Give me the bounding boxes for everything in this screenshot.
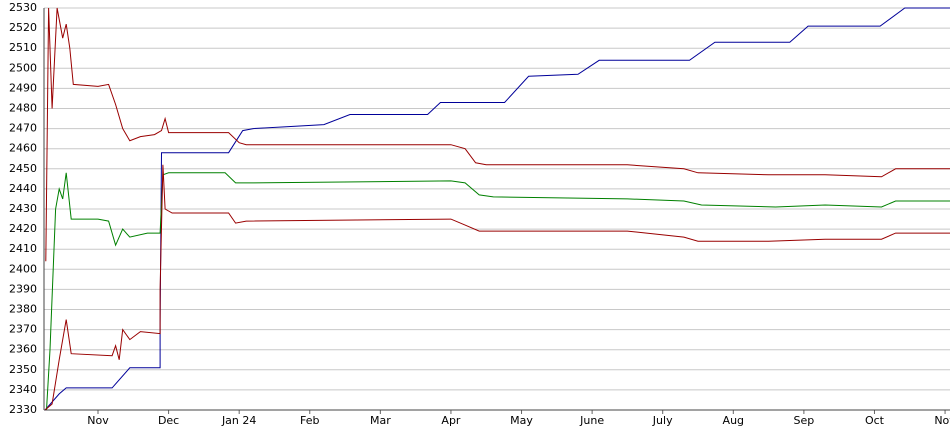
- y-tick-label: 2400: [9, 262, 37, 275]
- y-tick-label: 2380: [9, 303, 37, 316]
- x-tick-label: Nov: [934, 414, 950, 427]
- y-tick-label: 2410: [9, 242, 37, 255]
- y-tick-label: 2480: [9, 102, 37, 115]
- x-tick-label: Nov: [87, 414, 109, 427]
- x-tick-label: Feb: [300, 414, 319, 427]
- x-tick-label: June: [579, 414, 604, 427]
- y-tick-label: 2500: [9, 61, 37, 74]
- y-tick-label: 2430: [9, 202, 37, 215]
- y-tick-label: 2490: [9, 81, 37, 94]
- y-tick-label: 2360: [9, 343, 37, 356]
- y-tick-label: 2440: [9, 182, 37, 195]
- x-tick-label: Aug: [723, 414, 744, 427]
- x-tick-label: July: [652, 414, 673, 427]
- series-line: [46, 172, 950, 411]
- y-tick-label: 2370: [9, 323, 37, 336]
- x-tick-label: Oct: [865, 414, 885, 427]
- series-line: [44, 7, 950, 411]
- x-tick-label: Dec: [158, 414, 179, 427]
- y-tick-label: 2470: [9, 122, 37, 135]
- y-tick-label: 2340: [9, 383, 37, 396]
- y-tick-label: 2460: [9, 142, 37, 155]
- y-tick-label: 2520: [9, 21, 37, 34]
- series-line: [45, 7, 950, 262]
- y-tick-label: 2390: [9, 282, 37, 295]
- x-tick-label: May: [510, 414, 533, 427]
- x-tick-label: Apr: [441, 414, 461, 427]
- y-tick-label: 2510: [9, 41, 37, 54]
- x-tick-label: Mar: [370, 414, 391, 427]
- x-tick-label: Jan 24: [221, 414, 256, 427]
- y-tick-label: 2530: [9, 1, 37, 14]
- y-tick-label: 2350: [9, 363, 37, 376]
- y-tick-label: 2450: [9, 162, 37, 175]
- y-tick-label: 2420: [9, 222, 37, 235]
- y-tick-label: 2330: [9, 403, 37, 416]
- series-line: [44, 164, 950, 411]
- x-tick-label: Sep: [794, 414, 815, 427]
